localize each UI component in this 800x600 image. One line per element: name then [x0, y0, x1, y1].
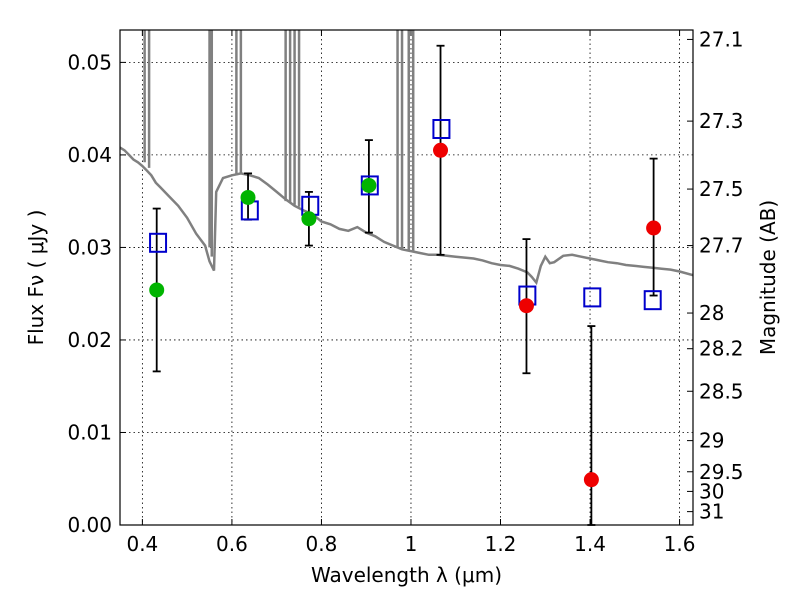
green-data-point: [240, 189, 256, 205]
y2-axis-label: Magnitude (AB): [756, 200, 780, 355]
y-tick-label: 0.04: [67, 143, 112, 167]
y2-tick-label: 27.1: [699, 27, 744, 51]
x-tick-label: 1.2: [485, 532, 517, 556]
y2-tick-label: 28.2: [699, 337, 744, 361]
y2-tick-label: 31: [699, 500, 724, 524]
model-square: [432, 119, 451, 139]
model-spectrum: [120, 30, 693, 286]
x-tick-label: 1.6: [664, 532, 696, 556]
model-square: [643, 290, 662, 311]
y2-tick-label: 28.5: [699, 379, 744, 403]
x-tick-label: 0.4: [126, 532, 158, 556]
y-tick-label: 0.03: [67, 235, 112, 259]
red-data-point: [518, 298, 534, 314]
y2-tick-label: 29: [699, 429, 724, 453]
model-photometry-squares: [149, 119, 662, 311]
y-tick-label: 0.01: [67, 420, 112, 444]
y2-tick-label: 30: [699, 479, 724, 503]
y2-tick-label: 28: [699, 301, 724, 325]
y2-tick-label: 27.5: [699, 177, 744, 201]
model-spectrum-line: [120, 146, 693, 286]
y-axis-ticks: 0.00 0.01 0.02 0.03 0.04 0.05: [67, 50, 126, 537]
grid: [120, 30, 693, 526]
x-axis-ticks: 0.4 0.6 0.8 1 1.2 1.4 1.6: [126, 30, 695, 556]
y-axis-label: Flux Fν ( μJy ): [24, 210, 48, 346]
y-tick-label: 0.05: [67, 50, 112, 74]
error-bars: [152, 44, 658, 526]
red-data-point: [583, 472, 599, 488]
y2-tick-label: 27.7: [699, 234, 744, 258]
x-tick-label: 0.8: [306, 532, 338, 556]
plot-frame: [119, 29, 694, 526]
x-tick-label: 0.6: [216, 532, 248, 556]
model-square: [149, 232, 168, 253]
y-tick-label: 0.00: [67, 513, 112, 537]
x-tick-label: 1: [405, 532, 418, 556]
model-square: [583, 287, 602, 308]
green-data-point: [361, 177, 377, 193]
red-data-point: [646, 220, 662, 236]
green-data-point: [149, 282, 165, 298]
y2-tick-label: 27.3: [699, 109, 744, 133]
observed-photometry-circles: [149, 142, 662, 488]
y-tick-label: 0.02: [67, 328, 112, 352]
x-axis-label: Wavelength λ (μm): [311, 563, 502, 587]
x-tick-label: 1.4: [574, 532, 606, 556]
red-data-point: [433, 142, 449, 158]
y2-tick-label: 29.5: [699, 460, 744, 484]
green-data-point: [301, 211, 317, 227]
